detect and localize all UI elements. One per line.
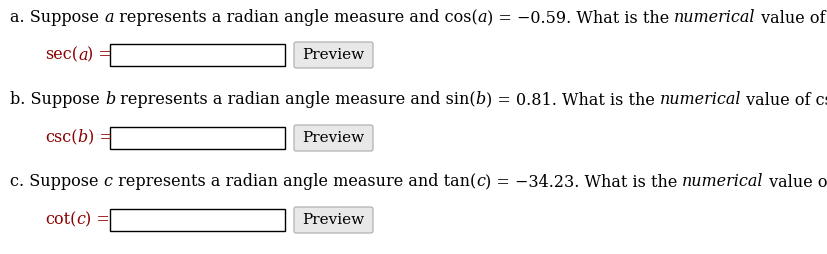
Text: ) = −0.59. What is the: ) = −0.59. What is the xyxy=(486,9,673,26)
Text: represents a radian angle measure and cos(: represents a radian angle measure and co… xyxy=(113,9,477,26)
Text: numerical: numerical xyxy=(673,9,755,26)
Text: c: c xyxy=(476,173,485,190)
Text: value of csc(: value of csc( xyxy=(741,91,827,108)
Text: ) =: ) = xyxy=(88,130,112,147)
FancyBboxPatch shape xyxy=(294,125,372,151)
Text: Preview: Preview xyxy=(302,48,364,62)
Text: represents a radian angle measure and sin(: represents a radian angle measure and si… xyxy=(115,91,476,108)
Text: c. Suppose: c. Suppose xyxy=(10,173,103,190)
Bar xyxy=(110,209,284,231)
Text: b: b xyxy=(78,130,88,147)
Text: c: c xyxy=(103,173,112,190)
Text: ) = 0.81. What is the: ) = 0.81. What is the xyxy=(485,91,659,108)
FancyBboxPatch shape xyxy=(294,207,372,233)
Text: value of sec(: value of sec( xyxy=(755,9,827,26)
Text: numerical: numerical xyxy=(659,91,741,108)
Text: value of cot(: value of cot( xyxy=(763,173,827,190)
Text: b: b xyxy=(476,91,485,108)
Text: ) = −34.23. What is the: ) = −34.23. What is the xyxy=(485,173,681,190)
FancyBboxPatch shape xyxy=(294,42,372,68)
Text: sec(: sec( xyxy=(45,46,78,64)
Bar xyxy=(110,44,284,66)
Text: represents a radian angle measure and tan(: represents a radian angle measure and ta… xyxy=(112,173,476,190)
Text: numerical: numerical xyxy=(681,173,763,190)
Text: Preview: Preview xyxy=(302,213,364,227)
Text: Preview: Preview xyxy=(302,131,364,145)
Text: cot(: cot( xyxy=(45,212,76,229)
Text: b. Suppose: b. Suppose xyxy=(10,91,105,108)
Text: a. Suppose: a. Suppose xyxy=(10,9,104,26)
Text: ) =: ) = xyxy=(88,46,112,64)
Text: csc(: csc( xyxy=(45,130,78,147)
Text: a: a xyxy=(78,46,88,64)
Text: c: c xyxy=(76,212,85,229)
Text: ) =: ) = xyxy=(85,212,110,229)
Text: a: a xyxy=(477,9,486,26)
Bar xyxy=(110,127,284,149)
Text: b: b xyxy=(105,91,115,108)
Text: a: a xyxy=(104,9,113,26)
